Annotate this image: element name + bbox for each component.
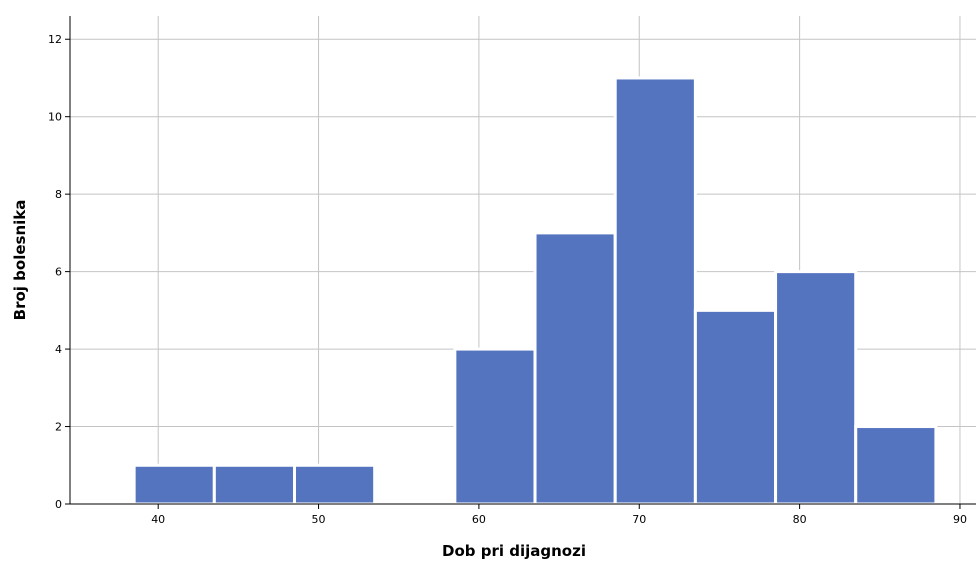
histogram-bar <box>292 463 377 506</box>
x-tick-label: 50 <box>312 513 326 526</box>
x-axis-title: Dob pri dijagnozi <box>442 542 586 560</box>
y-tick-label: 12 <box>48 33 62 46</box>
bars <box>132 76 938 506</box>
y-tick-label: 2 <box>55 421 62 434</box>
histogram-bar <box>212 463 296 506</box>
histogram-bar <box>774 270 858 506</box>
histogram-bar <box>693 308 778 506</box>
x-tick-label: 80 <box>793 513 807 526</box>
y-tick-label: 10 <box>48 111 62 124</box>
histogram-bar <box>132 463 216 506</box>
histogram-bar <box>453 347 537 506</box>
x-tick-label: 60 <box>472 513 486 526</box>
y-tick-label: 6 <box>55 266 62 279</box>
grid-lines <box>70 16 976 504</box>
y-tick-label: 0 <box>55 498 62 511</box>
x-tick-label: 70 <box>632 513 646 526</box>
x-tick-label: 90 <box>953 513 967 526</box>
y-tick-label: 4 <box>55 343 62 356</box>
axes <box>69 16 976 505</box>
histogram-bar <box>613 76 697 506</box>
y-tick-label: 8 <box>55 188 62 201</box>
y-tick-labels: 0 2 4 6 8 10 12 <box>48 33 70 511</box>
x-tick-label: 40 <box>151 513 165 526</box>
y-axis-title: Broj bolesnika <box>11 200 29 321</box>
x-tick-labels: 40 50 60 70 80 90 <box>151 504 967 526</box>
histogram-bar <box>533 231 617 506</box>
histogram-bar <box>854 425 938 506</box>
